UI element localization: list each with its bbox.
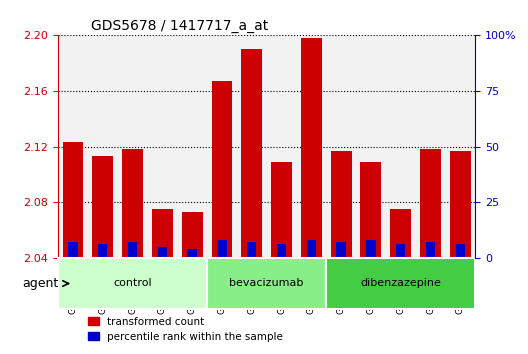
- Bar: [296, 35, 326, 258]
- Bar: [237, 35, 267, 258]
- Bar: [207, 258, 326, 309]
- Legend: transformed count, percentile rank within the sample: transformed count, percentile rank withi…: [84, 313, 287, 346]
- Bar: [386, 35, 416, 258]
- Bar: [366, 240, 375, 258]
- Bar: [182, 212, 203, 258]
- Text: GDS5678 / 1417717_a_at: GDS5678 / 1417717_a_at: [91, 19, 269, 33]
- Text: dibenzazepine: dibenzazepine: [360, 279, 441, 289]
- Bar: [118, 35, 147, 258]
- Bar: [301, 38, 322, 258]
- Bar: [267, 35, 296, 258]
- Bar: [396, 245, 406, 258]
- Bar: [420, 149, 441, 258]
- Bar: [212, 81, 232, 258]
- Bar: [247, 242, 257, 258]
- Bar: [456, 245, 465, 258]
- Bar: [326, 35, 356, 258]
- Bar: [88, 35, 118, 258]
- Bar: [98, 245, 108, 258]
- Bar: [361, 162, 381, 258]
- Bar: [331, 151, 352, 258]
- Bar: [277, 245, 286, 258]
- Bar: [390, 209, 411, 258]
- Bar: [68, 242, 78, 258]
- Bar: [356, 35, 386, 258]
- Bar: [58, 35, 88, 258]
- Text: agent: agent: [22, 277, 58, 290]
- Bar: [177, 35, 207, 258]
- Bar: [207, 35, 237, 258]
- Bar: [241, 49, 262, 258]
- Bar: [307, 240, 316, 258]
- Bar: [271, 162, 292, 258]
- Bar: [187, 249, 197, 258]
- Bar: [158, 247, 167, 258]
- Bar: [152, 209, 173, 258]
- Bar: [217, 240, 227, 258]
- Text: bevacizumab: bevacizumab: [230, 279, 304, 289]
- Text: control: control: [113, 279, 152, 289]
- Bar: [426, 242, 435, 258]
- Bar: [92, 156, 113, 258]
- Bar: [450, 151, 471, 258]
- Bar: [326, 258, 475, 309]
- Bar: [58, 258, 207, 309]
- Bar: [122, 149, 143, 258]
- Bar: [446, 35, 475, 258]
- Bar: [62, 142, 83, 258]
- Bar: [416, 35, 446, 258]
- Bar: [128, 242, 137, 258]
- Bar: [147, 35, 177, 258]
- Bar: [336, 242, 346, 258]
